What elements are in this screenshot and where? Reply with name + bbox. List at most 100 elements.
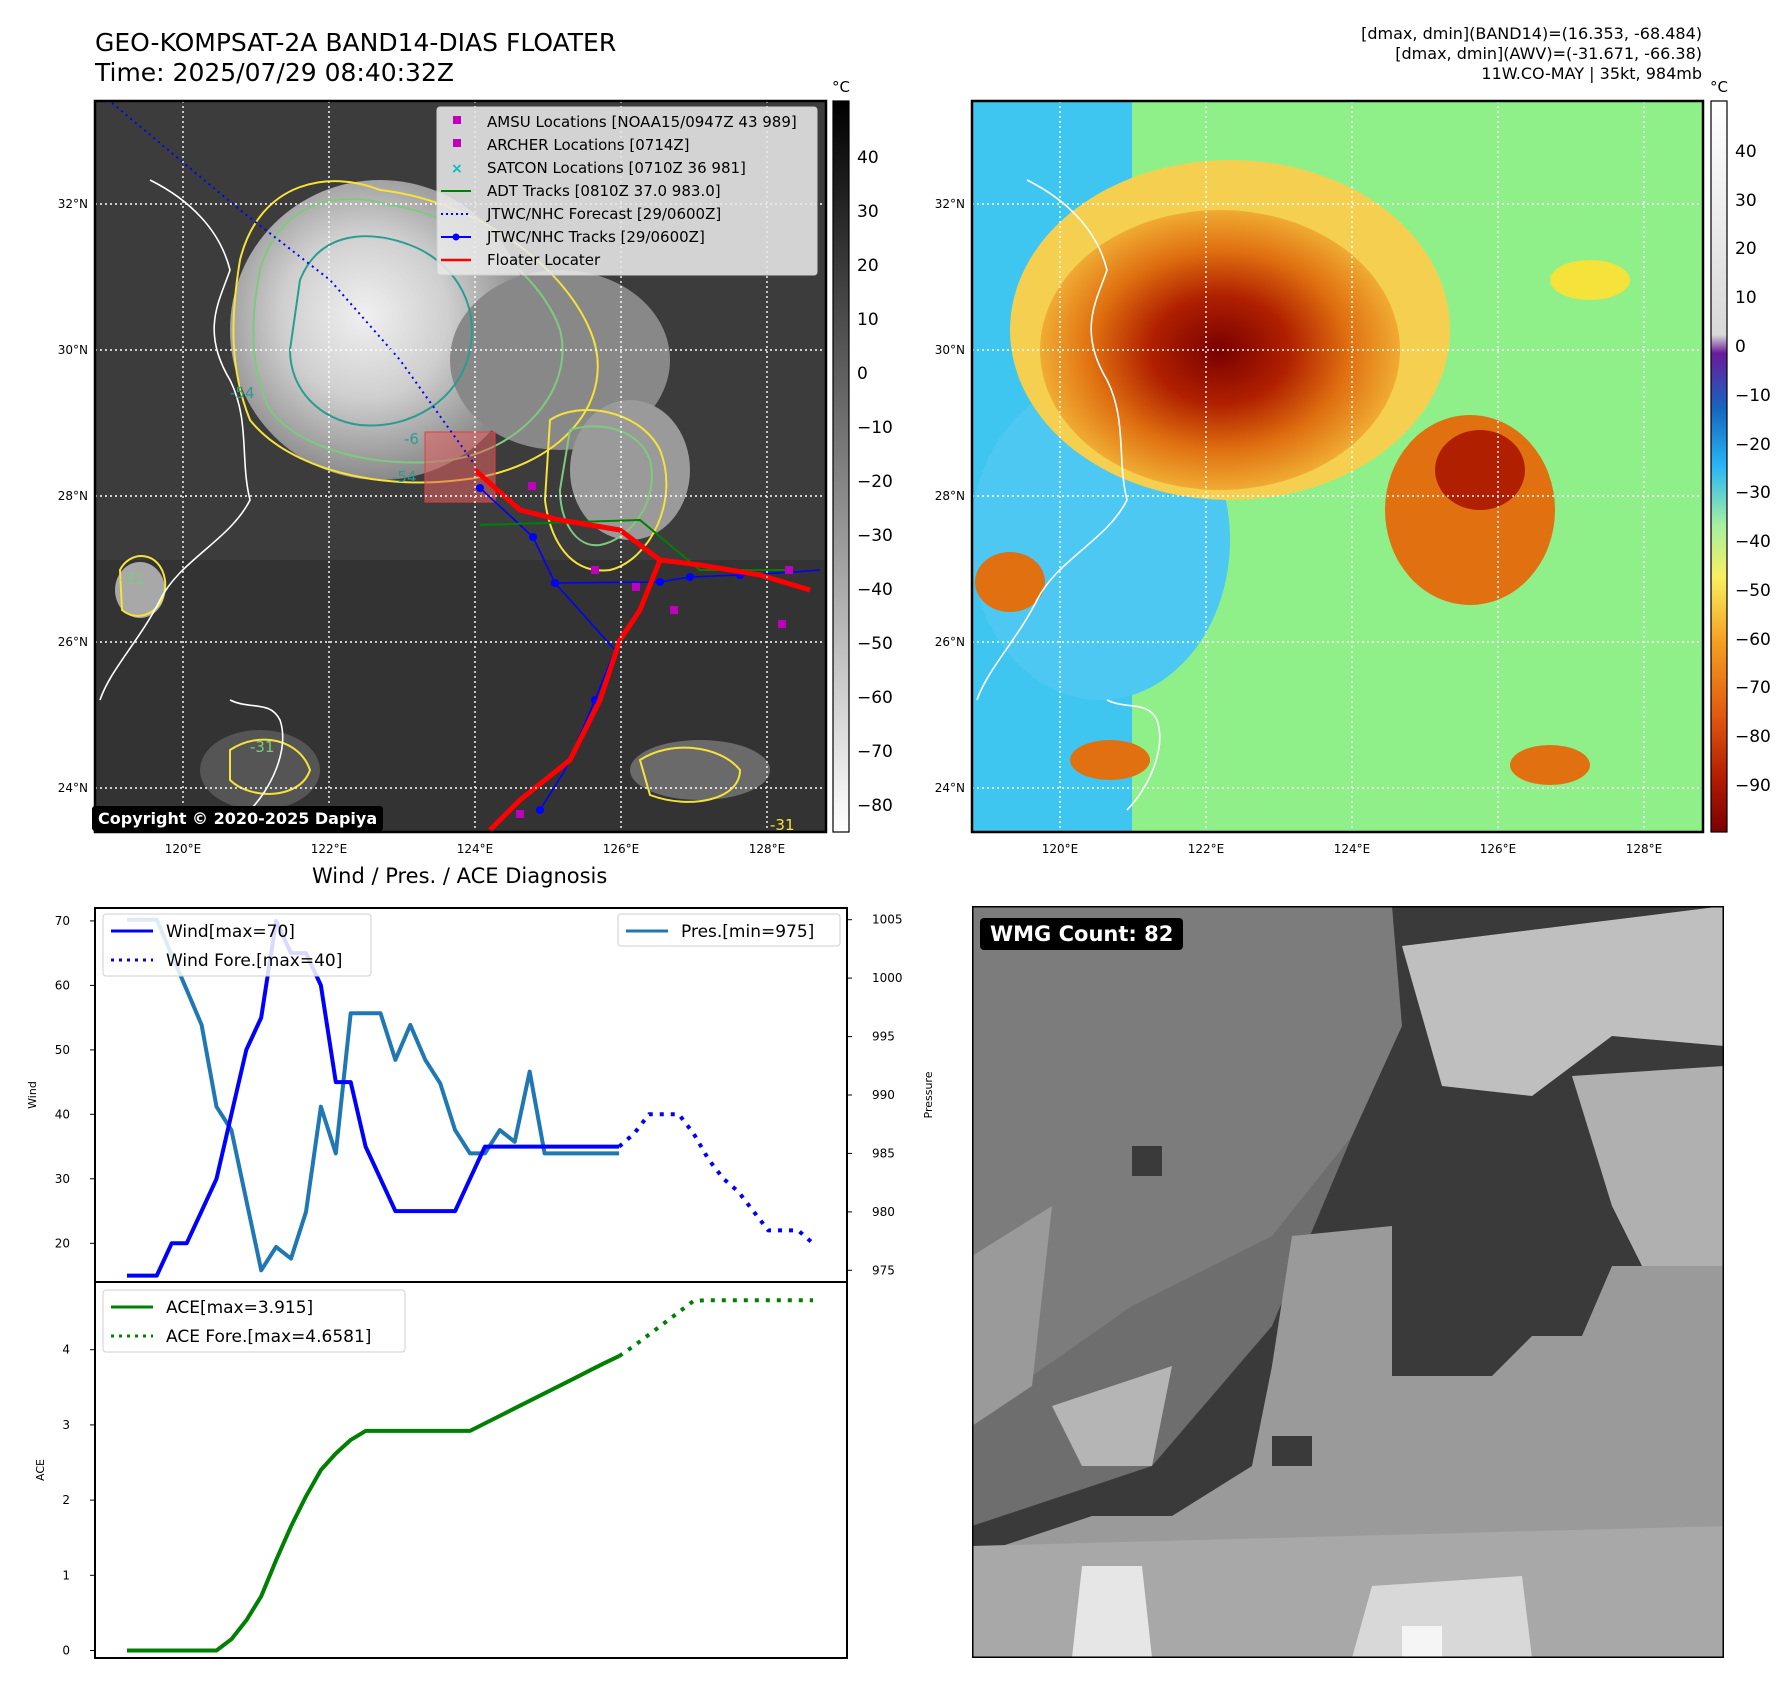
- svg-text:20: 20: [1735, 239, 1757, 259]
- svg-text:120°E: 120°E: [1042, 842, 1079, 856]
- svg-text:28°N: 28°N: [58, 489, 88, 503]
- ace-tick-label: 4: [62, 1343, 70, 1357]
- svg-text:30: 30: [857, 202, 879, 222]
- svg-text:126°E: 126°E: [1480, 842, 1517, 856]
- svg-text:32°N: 32°N: [935, 197, 965, 211]
- contour-label: -6: [404, 430, 419, 448]
- diagnosis-series: [127, 917, 815, 1653]
- svg-text:26°N: 26°N: [58, 635, 88, 649]
- svg-text:40: 40: [857, 148, 879, 168]
- svg-text:−10: −10: [1735, 386, 1771, 406]
- svg-text:24°N: 24°N: [58, 781, 88, 795]
- svg-text:30°N: 30°N: [58, 343, 88, 357]
- figure-title: GEO-KOMPSAT-2A BAND14-DIAS FLOATER Time: …: [95, 28, 617, 87]
- wind-tick-label: 60: [55, 978, 70, 992]
- ace-legend: ACE[max=3.915] ACE Fore.[max=4.6581]: [102, 1289, 406, 1353]
- svg-text:30°N: 30°N: [935, 343, 965, 357]
- svg-text:24°N: 24°N: [935, 781, 965, 795]
- svg-text:−40: −40: [1735, 532, 1771, 552]
- diagnosis-title: Wind / Pres. / ACE Diagnosis: [312, 864, 608, 888]
- wind-tick-label: 50: [55, 1043, 70, 1057]
- svg-text:122°E: 122°E: [1188, 842, 1225, 856]
- wind-forecast-series-line: [617, 1112, 815, 1245]
- svg-text:−20: −20: [857, 472, 893, 492]
- contour-label: -54: [230, 384, 255, 402]
- svg-text:−90: −90: [1735, 776, 1771, 796]
- svg-text:40: 40: [1735, 142, 1757, 162]
- wind-series-line: [127, 918, 620, 1278]
- wind-tick-label: 30: [55, 1172, 70, 1186]
- svg-text:−30: −30: [1735, 483, 1771, 503]
- pressure-series-line: [127, 917, 620, 1273]
- svg-text:10: 10: [1735, 288, 1757, 308]
- wind-tick-label: 40: [55, 1107, 70, 1121]
- ace-axis-ticks: 4 3 2 1 0: [62, 1343, 95, 1658]
- contour-label: -31: [120, 570, 145, 588]
- svg-text:−80: −80: [857, 796, 893, 816]
- ir-map-legend: AMSU Locations [NOAA15/0947Z 43 989] ARC…: [436, 106, 818, 276]
- figure-info: [dmax, dmin](BAND14)=(16.353, -68.484) […: [1361, 24, 1702, 84]
- ace-series-line: [127, 1354, 620, 1653]
- legend-ace: ACE[max=3.915]: [166, 1298, 313, 1318]
- svg-text:20: 20: [857, 256, 879, 276]
- legend-pres: Pres.[min=975]: [681, 922, 814, 942]
- contour-label: -31: [770, 816, 795, 834]
- wind-legend: Wind[max=70] Wind Fore.[max=40]: [102, 913, 372, 977]
- wind-tick-label: 70: [55, 914, 70, 928]
- ir-map-lon-ticks: 120°E 122°E 124°E 126°E 128°E: [165, 842, 786, 856]
- info-storm: 11W.CO-MAY | 35kt, 984mb: [1481, 64, 1702, 83]
- color-colorbar: [1710, 100, 1728, 833]
- legend-satcon-marker: ×: [451, 161, 463, 177]
- wind-tick-label: 20: [55, 1236, 70, 1250]
- ace-tick-label: 1: [62, 1568, 70, 1582]
- ace-forecast-series-line: [617, 1298, 813, 1358]
- svg-text:−20: −20: [1735, 435, 1771, 455]
- pressure-axis-ticks: 1005 1000 995 990 985 980 975: [847, 913, 903, 1277]
- svg-text:0: 0: [1735, 337, 1746, 357]
- svg-text:128°E: 128°E: [1626, 842, 1663, 856]
- legend-satcon-label: SATCON Locations [0710Z 36 981]: [487, 159, 746, 177]
- info-band14: [dmax, dmin](BAND14)=(16.353, -68.484): [1361, 24, 1702, 43]
- svg-text:−30: −30: [857, 526, 893, 546]
- color-colorbar-unit: °C: [1710, 78, 1728, 96]
- wmg-panel: [972, 906, 1724, 1658]
- ir-map-frame: [93, 99, 828, 834]
- svg-text:−80: −80: [1735, 727, 1771, 747]
- legend-wind: Wind[max=70]: [166, 922, 295, 942]
- wmg-count-badge: WMG Count: 82: [980, 918, 1184, 950]
- pressure-axis-label: Pressure: [922, 1071, 935, 1118]
- color-map-frame: [970, 99, 1705, 834]
- legend-amsu-marker: [453, 116, 461, 124]
- svg-text:128°E: 128°E: [749, 842, 786, 856]
- svg-text:122°E: 122°E: [311, 842, 348, 856]
- wind-axis-label: Wind: [26, 1081, 39, 1109]
- ir-map-lat-ticks: 32°N 30°N 28°N 26°N 24°N: [58, 197, 88, 795]
- svg-text:−10: −10: [857, 418, 893, 438]
- pressure-tick-label: 990: [872, 1088, 895, 1102]
- pressure-tick-label: 985: [872, 1146, 895, 1160]
- legend-archer-label: ARCHER Locations [0714Z]: [487, 136, 690, 154]
- pressure-tick-label: 975: [872, 1263, 895, 1277]
- svg-text:−70: −70: [1735, 678, 1771, 698]
- pressure-tick-label: 1000: [872, 971, 903, 985]
- legend-adt-label: ADT Tracks [0810Z 37.0 983.0]: [487, 182, 721, 200]
- color-map-lat-ticks: 32°N 30°N 28°N 26°N 24°N: [935, 197, 965, 795]
- svg-text:−60: −60: [857, 688, 893, 708]
- pressure-tick-label: 995: [872, 1030, 895, 1044]
- legend-archer-marker: [453, 139, 461, 147]
- legend-floater-label: Floater Locater: [487, 251, 601, 269]
- gray-colorbar-ticks: 40 30 20 10 0 −10 −20 −30 −40 −50 −60 −7…: [857, 148, 893, 816]
- color-colorbar-ticks: 40 30 20 10 0 −10 −20 −30 −40 −50 −60 −7…: [1735, 142, 1771, 796]
- ace-axis-label: ACE: [34, 1459, 47, 1481]
- svg-text:126°E: 126°E: [603, 842, 640, 856]
- legend-tracks-label: JTWC/NHC Tracks [29/0600Z]: [486, 228, 705, 246]
- svg-text:−40: −40: [857, 580, 893, 600]
- gray-colorbar-unit: °C: [832, 78, 850, 96]
- pressure-tick-label: 1005: [872, 913, 903, 927]
- svg-text:124°E: 124°E: [457, 842, 494, 856]
- contour-label: -54: [392, 468, 417, 486]
- info-awv: [dmax, dmin](AWV)=(-31.671, -66.38): [1395, 44, 1702, 63]
- ace-panel-frame: [94, 1281, 848, 1659]
- svg-text:−70: −70: [857, 742, 893, 762]
- color-map-imagery: [972, 101, 1703, 832]
